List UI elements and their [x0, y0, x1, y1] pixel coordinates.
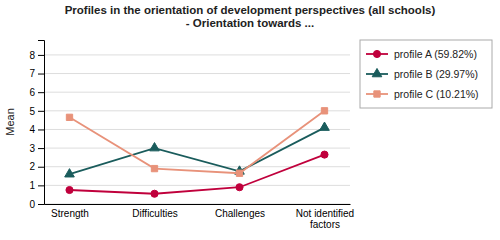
- y-tick: 4: [29, 124, 44, 135]
- x-axis-line: [45, 204, 351, 205]
- y-axis-title: Mean: [4, 108, 16, 136]
- x-tick: Not identifiedfactors: [296, 208, 354, 230]
- series-line: [70, 111, 325, 173]
- legend-item: profile C (10.21%): [366, 88, 479, 100]
- x-tick-label: Not identifiedfactors: [296, 208, 354, 230]
- chart: Profiles in the orientation of developme…: [0, 0, 500, 240]
- x-tick-label-line: Not identified: [296, 208, 354, 219]
- series-line: [70, 128, 325, 175]
- x-tick: Difficulties: [132, 208, 177, 219]
- point: [236, 184, 243, 191]
- grid-line: [44, 54, 350, 55]
- point: [66, 114, 72, 120]
- y-tick-mark: [38, 204, 44, 205]
- y-axis-line: [38, 41, 45, 205]
- grid-line: [44, 73, 350, 74]
- x-tick: Strength: [51, 208, 89, 219]
- legend: profile A (59.82%) profile B (29.97%) prof…: [360, 40, 492, 108]
- y-tick: 7: [29, 68, 44, 79]
- x-tick-label: Challenges: [215, 208, 265, 219]
- series: [66, 108, 327, 177]
- point: [66, 186, 73, 193]
- title-line: Profiles in the orientation of developme…: [65, 4, 436, 16]
- grid: [44, 55, 350, 204]
- y-tick-mark: [38, 185, 44, 186]
- series: [66, 151, 328, 197]
- y-axis: 0 1 2 3 4 5 6 7 8: [29, 41, 44, 210]
- y-tick: 3: [29, 143, 44, 154]
- y-tick-label: 7: [29, 68, 35, 79]
- y-tick-label: 6: [29, 87, 35, 98]
- y-tick-label: 8: [29, 50, 35, 61]
- y-tick: 1: [29, 180, 44, 191]
- point: [151, 165, 157, 171]
- y-tick-label: 5: [29, 106, 35, 117]
- legend-item: profile B (29.97%): [366, 68, 478, 80]
- grid-line: [44, 110, 350, 111]
- grid-line: [44, 92, 350, 93]
- grid-line: [44, 204, 350, 205]
- point: [321, 108, 327, 114]
- plot: 0 1 2 3 4 5 6 7 8 Strength Difficulties Challenges N…: [4, 41, 354, 231]
- legend-label: profile A (59.82%): [394, 48, 477, 60]
- y-tick-label: 2: [29, 161, 35, 172]
- x-tick-label: Strength: [51, 208, 89, 219]
- legend-label: profile C (10.21%): [394, 88, 479, 100]
- y-tick-label: 4: [29, 124, 35, 135]
- y-tick-mark: [38, 148, 44, 149]
- x-tick: Challenges: [215, 208, 265, 219]
- y-tick: 2: [29, 161, 44, 172]
- y-tick-mark: [38, 167, 44, 168]
- x-tick-label-line: Difficulties: [132, 208, 177, 219]
- legend-swatch-marker: [372, 68, 382, 76]
- point: [65, 169, 75, 177]
- grid-line: [44, 185, 350, 186]
- series: [65, 122, 330, 177]
- y-tick-label: 3: [29, 143, 35, 154]
- title-line: - Orientation towards ...: [186, 17, 314, 29]
- x-tick-label: Difficulties: [132, 208, 177, 219]
- y-tick-label: 1: [29, 180, 35, 191]
- x-tick-label-line: factors: [310, 219, 340, 230]
- y-tick-mark: [38, 92, 44, 93]
- legend-swatch-marker: [374, 91, 380, 97]
- point: [320, 122, 330, 130]
- legend-label: profile B (29.97%): [394, 68, 478, 80]
- point: [321, 151, 328, 158]
- x-tick-label-line: Strength: [51, 208, 89, 219]
- legend-swatch-marker: [373, 50, 380, 57]
- y-tick: 5: [29, 106, 44, 117]
- x-axis: Strength Difficulties Challenges Not identi…: [45, 205, 355, 231]
- y-tick-mark: [38, 111, 44, 112]
- title: Profiles in the orientation of developme…: [65, 4, 436, 29]
- point: [236, 170, 242, 176]
- y-tick: 0: [29, 199, 44, 210]
- point: [151, 190, 158, 197]
- x-tick-label-line: Challenges: [215, 208, 265, 219]
- point: [150, 143, 160, 151]
- marks: [65, 108, 330, 198]
- y-tick-mark: [38, 55, 44, 56]
- y-tick-mark: [38, 74, 44, 75]
- y-tick-mark: [38, 129, 44, 130]
- legend-item: profile A (59.82%): [366, 48, 477, 60]
- grid-line: [44, 148, 350, 149]
- y-tick: 6: [29, 87, 44, 98]
- y-tick-label: 0: [29, 199, 35, 210]
- legend-box: [360, 40, 492, 108]
- y-tick: 8: [29, 50, 44, 61]
